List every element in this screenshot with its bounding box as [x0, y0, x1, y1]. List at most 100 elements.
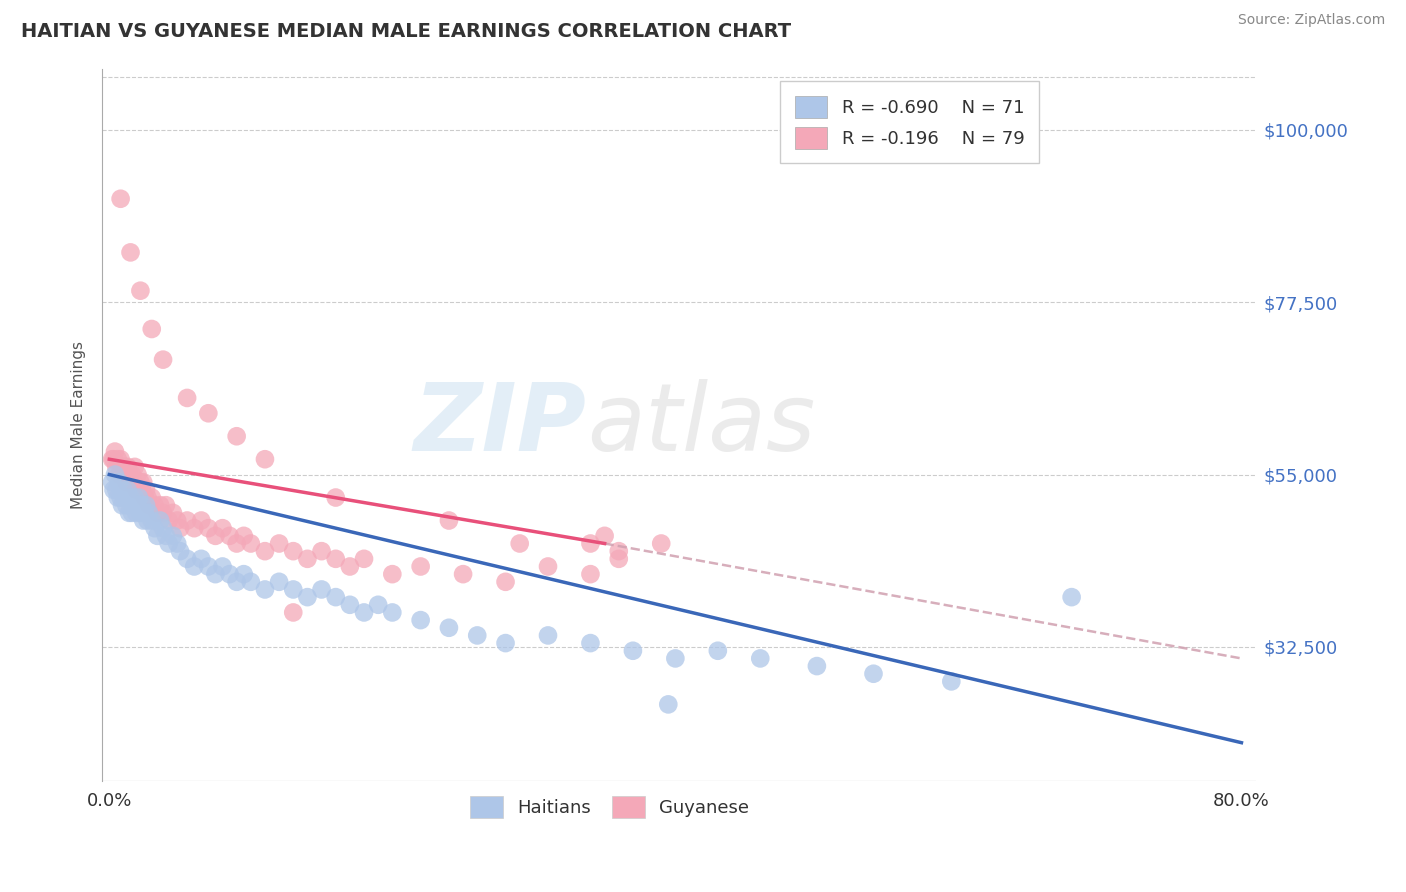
Point	[657, 698, 679, 712]
Point	[409, 559, 432, 574]
Point	[152, 521, 174, 535]
Point	[120, 491, 142, 505]
Point	[104, 467, 127, 482]
Point	[152, 506, 174, 520]
Point	[107, 491, 129, 505]
Point	[135, 498, 157, 512]
Point	[129, 506, 152, 520]
Point	[127, 498, 149, 512]
Point	[143, 521, 166, 535]
Point	[1060, 590, 1083, 604]
Point	[204, 529, 226, 543]
Point	[128, 491, 150, 505]
Point	[138, 498, 160, 512]
Point	[707, 644, 730, 658]
Point	[253, 544, 276, 558]
Point	[381, 606, 404, 620]
Point	[136, 491, 159, 505]
Point	[131, 498, 153, 512]
Point	[121, 467, 143, 482]
Point	[104, 444, 127, 458]
Point	[197, 406, 219, 420]
Point	[509, 536, 531, 550]
Point	[311, 544, 333, 558]
Point	[607, 551, 630, 566]
Point	[621, 644, 644, 658]
Point	[225, 429, 247, 443]
Point	[162, 529, 184, 543]
Point	[218, 529, 240, 543]
Point	[183, 521, 205, 535]
Point	[166, 514, 188, 528]
Point	[136, 514, 159, 528]
Point	[197, 521, 219, 535]
Point	[232, 567, 254, 582]
Point	[367, 598, 389, 612]
Point	[297, 590, 319, 604]
Point	[325, 590, 347, 604]
Point	[353, 551, 375, 566]
Point	[117, 459, 139, 474]
Point	[169, 544, 191, 558]
Point	[197, 559, 219, 574]
Point	[143, 498, 166, 512]
Point	[120, 475, 142, 490]
Point	[664, 651, 686, 665]
Point	[114, 491, 136, 505]
Point	[162, 506, 184, 520]
Point	[110, 452, 132, 467]
Point	[183, 559, 205, 574]
Point	[121, 506, 143, 520]
Point	[111, 498, 134, 512]
Point	[269, 574, 291, 589]
Point	[325, 551, 347, 566]
Point	[579, 636, 602, 650]
Point	[122, 475, 145, 490]
Point	[204, 567, 226, 582]
Point	[941, 674, 963, 689]
Point	[218, 567, 240, 582]
Point	[107, 452, 129, 467]
Point	[157, 514, 180, 528]
Point	[124, 459, 146, 474]
Point	[169, 521, 191, 535]
Point	[537, 559, 560, 574]
Point	[579, 567, 602, 582]
Point	[120, 245, 142, 260]
Point	[124, 491, 146, 505]
Point	[749, 651, 772, 665]
Point	[311, 582, 333, 597]
Point	[118, 467, 141, 482]
Point	[146, 506, 169, 520]
Point	[537, 628, 560, 642]
Point	[353, 606, 375, 620]
Point	[607, 544, 630, 558]
Point	[114, 459, 136, 474]
Point	[141, 322, 163, 336]
Point	[283, 582, 305, 597]
Point	[225, 536, 247, 550]
Point	[155, 529, 177, 543]
Point	[381, 567, 404, 582]
Point	[115, 475, 138, 490]
Point	[101, 475, 124, 490]
Point	[465, 628, 488, 642]
Point	[134, 491, 156, 505]
Point	[409, 613, 432, 627]
Point	[239, 574, 262, 589]
Point	[176, 391, 198, 405]
Point	[325, 491, 347, 505]
Text: ZIP: ZIP	[413, 379, 586, 471]
Point	[149, 498, 172, 512]
Point	[225, 574, 247, 589]
Point	[451, 567, 474, 582]
Point	[190, 551, 212, 566]
Point	[135, 483, 157, 497]
Point	[118, 506, 141, 520]
Point	[128, 483, 150, 497]
Point	[176, 551, 198, 566]
Text: HAITIAN VS GUYANESE MEDIAN MALE EARNINGS CORRELATION CHART: HAITIAN VS GUYANESE MEDIAN MALE EARNINGS…	[21, 22, 792, 41]
Point	[190, 514, 212, 528]
Point	[253, 452, 276, 467]
Point	[132, 475, 155, 490]
